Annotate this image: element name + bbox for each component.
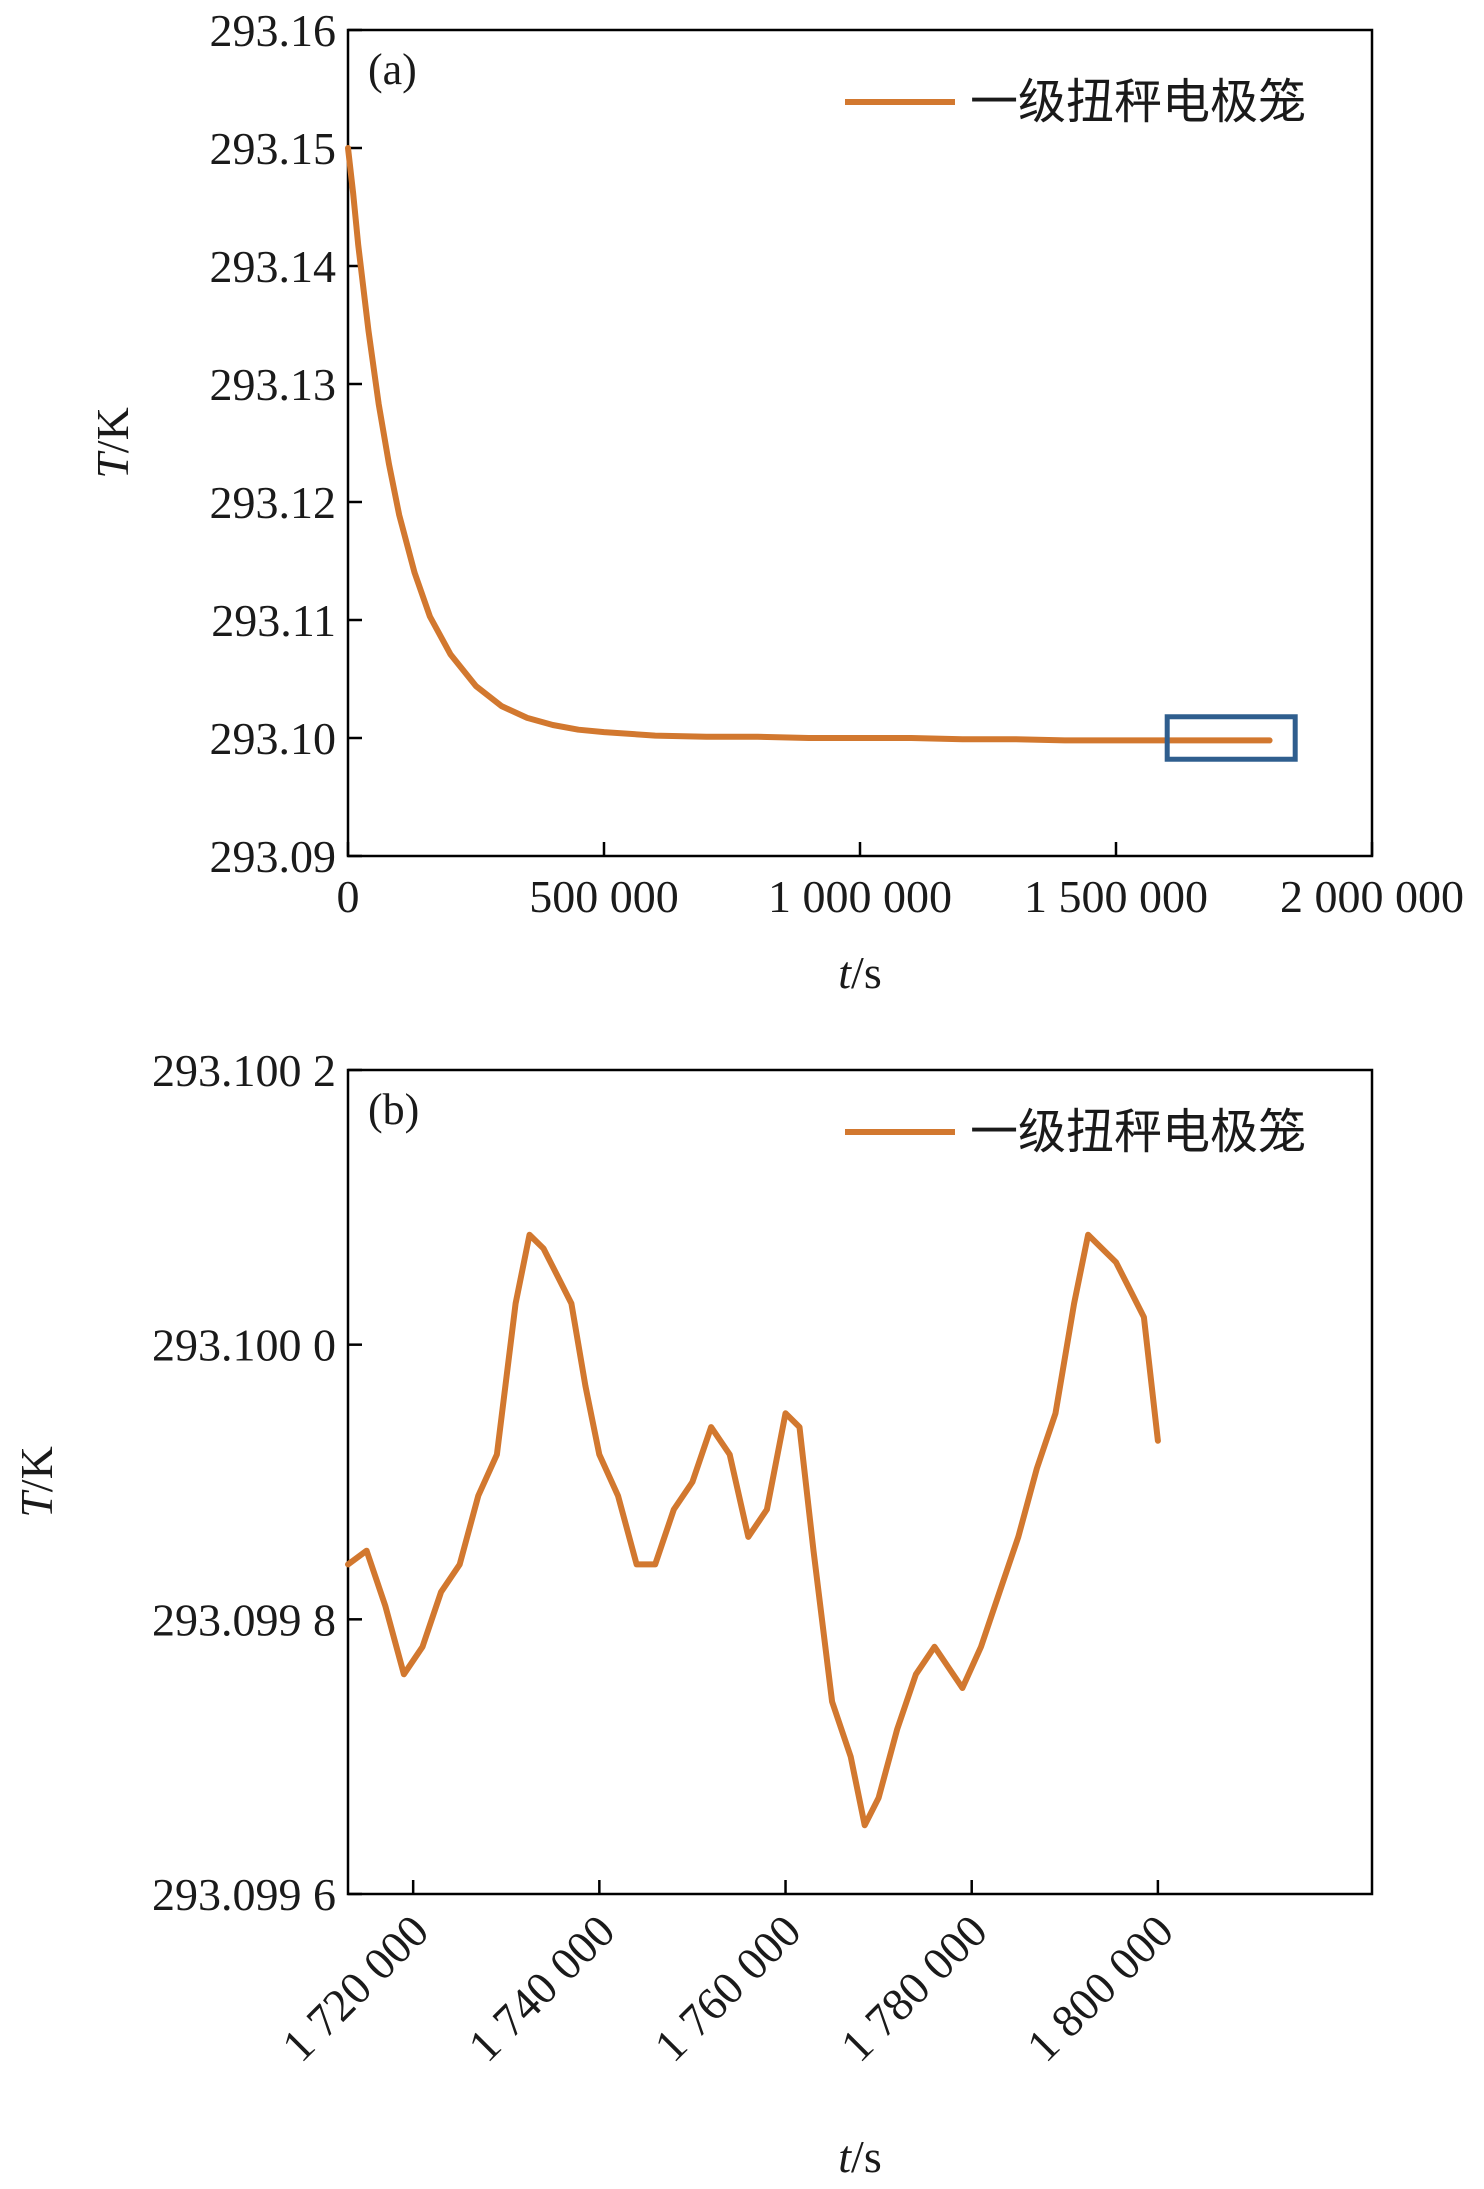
panel-a: 293.09 293.10 293.11 293.12 293.13 293.14 293.… [87, 5, 1464, 998]
y-axis-unit-a: /K [87, 407, 138, 453]
y-tick-label: 293.100 2 [152, 1045, 336, 1096]
x-axis-var-a: t [838, 947, 852, 998]
plot-frame-a [346, 28, 1374, 858]
x-tick-labels-a: 0 500 000 1 000 000 1 500 000 2 000 000 [337, 871, 1465, 922]
y-tick-label: 293.12 [210, 477, 337, 528]
y-tick-label: 293.16 [210, 5, 337, 56]
y-axis-unit-b: /K [11, 1446, 62, 1492]
y-tick-label: 293.15 [210, 123, 337, 174]
panel-b: 293.099 6 293.099 8 293.100 0 293.100 2 1 7… [11, 1045, 1374, 2182]
y-ticks-b [348, 1068, 362, 1896]
y-tick-labels-b: 293.099 6 293.099 8 293.100 0 293.100 2 [152, 1045, 336, 1920]
y-tick-labels-a: 293.09 293.10 293.11 293.12 293.13 293.14 293.… [210, 5, 337, 882]
x-ticks-a [346, 842, 1374, 856]
x-tick-label: 0 [337, 871, 360, 922]
y-axis-title-a: T/K [87, 407, 138, 479]
x-tick-label: 1 780 000 [831, 1905, 997, 2071]
panel-label-a: (a) [368, 45, 417, 94]
panel-label-b: (b) [368, 1085, 419, 1134]
x-axis-unit-a: /s [851, 947, 882, 998]
series-line-a [345, 145, 1273, 744]
y-tick-label: 293.099 8 [152, 1594, 336, 1645]
x-tick-label: 1 800 000 [1017, 1905, 1183, 2071]
x-tick-label: 1 760 000 [644, 1905, 810, 2071]
x-ticks-b [411, 1880, 1160, 1894]
plot-frame-b [346, 1068, 1374, 1896]
x-tick-label: 1 500 000 [1024, 871, 1208, 922]
x-tick-labels-b: 1 720 000 1 740 000 1 760 000 1 780 000 1 80… [272, 1905, 1183, 2071]
series-line-b [345, 1231, 1161, 1829]
legend-a: 一级扭秤电极笼 [845, 74, 1306, 130]
x-tick-label: 500 000 [529, 871, 679, 922]
y-tick-label: 293.099 6 [152, 1869, 336, 1920]
y-tick-label: 293.100 0 [152, 1320, 336, 1371]
y-tick-label: 293.13 [210, 359, 337, 410]
x-tick-label: 2 000 000 [1280, 871, 1464, 922]
x-tick-label: 1 000 000 [768, 871, 952, 922]
y-axis-var-b: T [11, 1489, 62, 1518]
x-axis-title-a: t/s [838, 947, 881, 998]
legend-b: 一级扭秤电极笼 [845, 1104, 1306, 1160]
y-tick-label: 293.14 [210, 241, 337, 292]
y-tick-label: 293.10 [210, 713, 337, 764]
x-tick-label: 1 740 000 [458, 1905, 624, 2071]
legend-label-b: 一级扭秤电极笼 [970, 1104, 1306, 1160]
x-tick-label: 1 720 000 [272, 1905, 438, 2071]
legend-label-a: 一级扭秤电极笼 [970, 74, 1306, 130]
y-tick-label: 293.09 [210, 831, 337, 882]
x-axis-title-b: t/s [838, 2131, 881, 2182]
y-axis-title-b: T/K [11, 1446, 62, 1518]
x-axis-var-b: t [838, 2131, 852, 2182]
y-axis-var-a: T [87, 450, 138, 479]
y-tick-label: 293.11 [211, 595, 336, 646]
highlight-box [1164, 714, 1298, 762]
x-axis-unit-b: /s [851, 2131, 882, 2182]
